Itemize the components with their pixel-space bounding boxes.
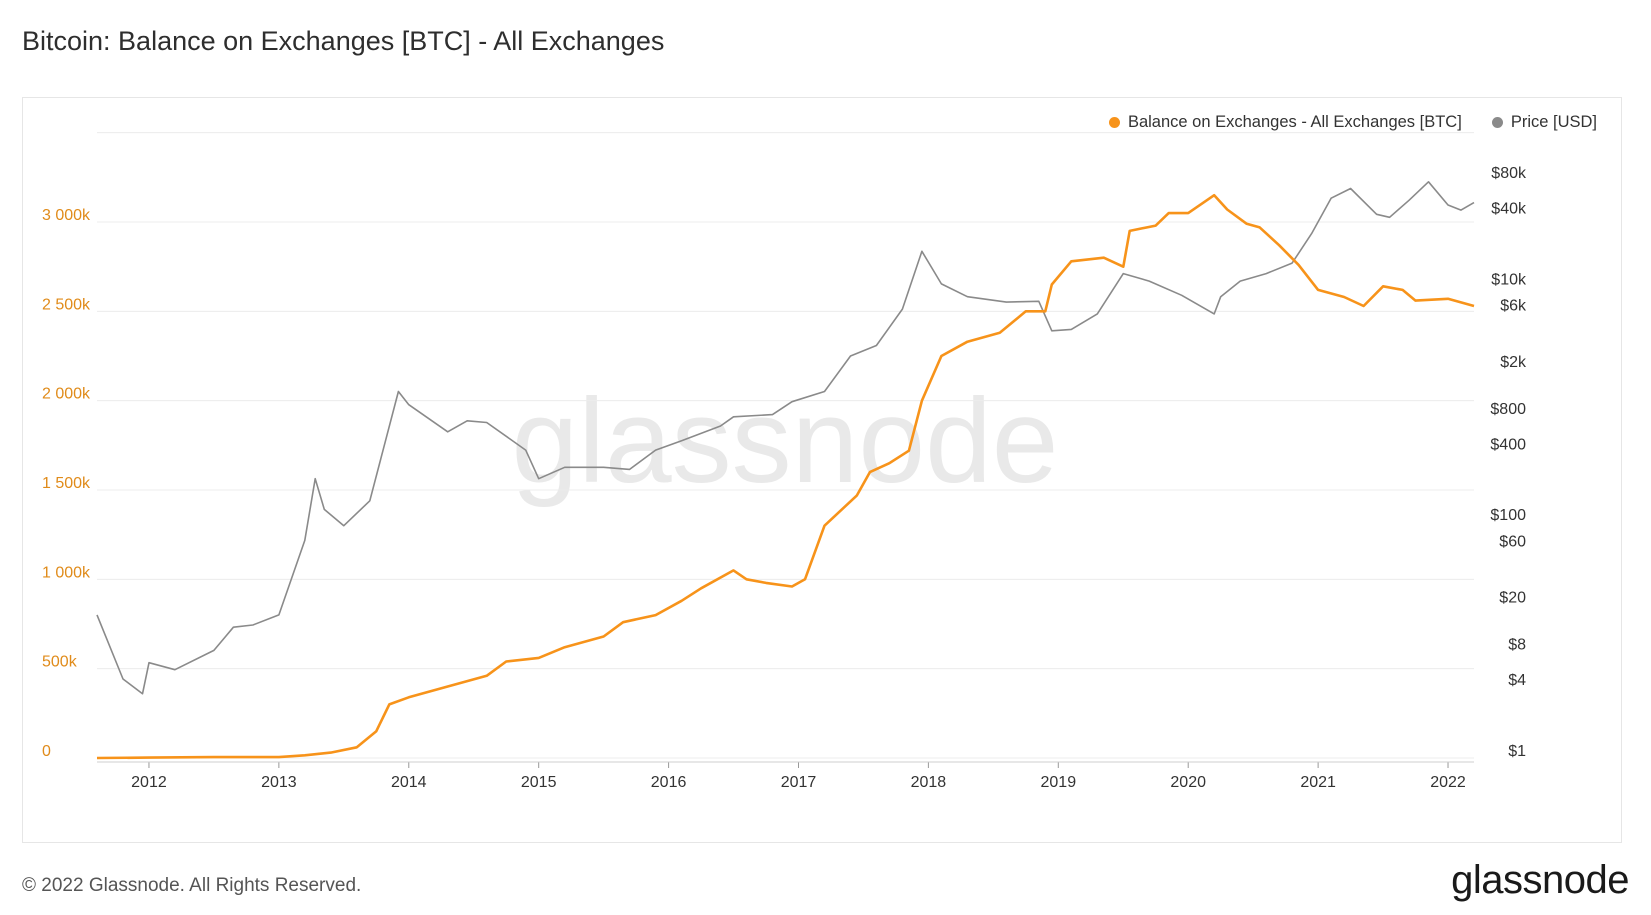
right-axis-tick-label: $80k: [1491, 165, 1527, 182]
legend-label-price: Price [USD]: [1510, 113, 1597, 131]
chart-frame: [22, 97, 1622, 843]
x-axis-tick-label: 2015: [521, 774, 557, 791]
left-axis-tick-label: 0: [42, 743, 51, 760]
right-axis-tick-label: $10k: [1491, 271, 1527, 288]
right-axis-tick-label: $4: [1508, 672, 1526, 689]
x-axis-tick-label: 2014: [391, 774, 427, 791]
x-axis-tick-label: 2018: [911, 774, 947, 791]
right-axis-tick-label: $20: [1499, 590, 1526, 607]
left-axis-tick-label: 1 000k: [42, 564, 91, 581]
left-axis-tick-label: 1 500k: [42, 475, 91, 492]
left-axis-tick-label: 3 000k: [42, 207, 91, 224]
x-axis-tick-label: 2016: [651, 774, 687, 791]
right-axis-tick-label: $2k: [1500, 354, 1527, 371]
left-axis-tick-label: 2 000k: [42, 386, 91, 403]
right-axis-tick-label: $400: [1490, 436, 1526, 453]
legend-dot-price: [1491, 117, 1503, 128]
legend: Balance on Exchanges - All Exchanges [BT…: [1108, 113, 1597, 132]
right-axis-tick-label: $40k: [1491, 200, 1527, 217]
watermark-text: glassnode: [511, 374, 1058, 508]
x-axis-tick-label: 2013: [261, 774, 297, 791]
right-axis-tick-label: $100: [1490, 507, 1526, 524]
right-axis-tick-label: $800: [1490, 401, 1526, 418]
x-axis-tick-label: 2022: [1430, 774, 1466, 791]
right-axis-tick-label: $8: [1508, 637, 1526, 654]
right-axis-tick-label: $1: [1508, 743, 1526, 760]
left-axis-tick-label: 2 500k: [42, 296, 91, 313]
x-axis-tick-label: 2019: [1041, 774, 1077, 791]
x-axis-tick-label: 2017: [781, 774, 817, 791]
x-axis-tick-label: 2012: [131, 774, 167, 791]
legend-dot-balance: [1108, 117, 1120, 128]
chart-title: Bitcoin: Balance on Exchanges [BTC] - Al…: [22, 26, 665, 56]
price-usd-line: [96, 181, 1475, 695]
x-axis-tick-label: 2020: [1170, 774, 1206, 791]
right-axis-tick-label: $6k: [1500, 298, 1527, 315]
glassnode-logo: glassnode: [1451, 858, 1629, 902]
right-axis-tick-label: $60: [1499, 533, 1526, 550]
left-axis-tick-label: 500k: [42, 654, 78, 671]
balance-on-exchanges-line: [96, 193, 1475, 760]
legend-item-price[interactable]: Price [USD]: [1491, 113, 1597, 132]
legend-item-balance[interactable]: Balance on Exchanges - All Exchanges [BT…: [1108, 113, 1462, 132]
legend-label-balance: Balance on Exchanges - All Exchanges [BT…: [1127, 113, 1462, 131]
copyright-footer: © 2022 Glassnode. All Rights Reserved.: [22, 875, 362, 896]
x-axis-tick-label: 2021: [1300, 774, 1336, 791]
